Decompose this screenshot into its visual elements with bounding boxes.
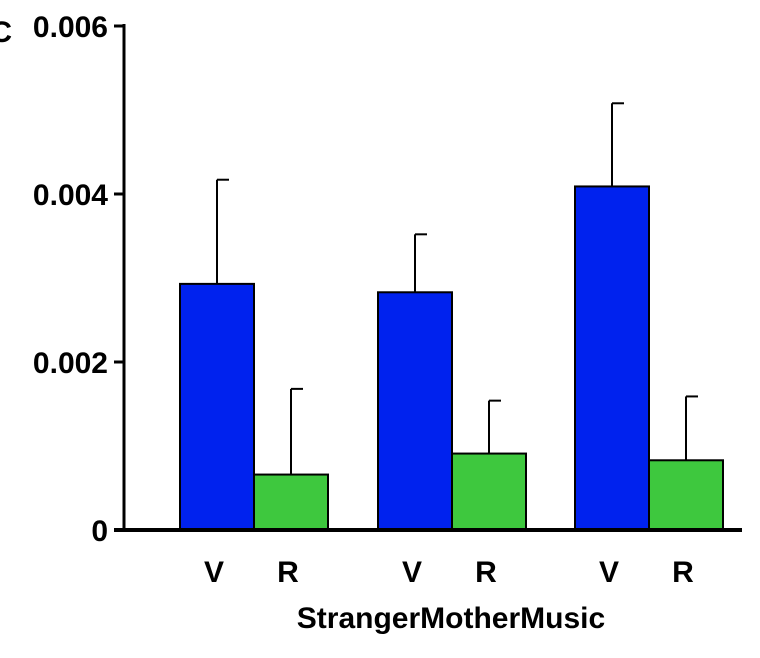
bar-music-v [574, 185, 650, 531]
bar-label: R [475, 556, 497, 589]
error-bars [216, 102, 698, 475]
bar-label: R [277, 556, 299, 589]
group-label: StrangerMotherMusic [297, 602, 605, 635]
bar-label: V [402, 556, 422, 589]
bar-stranger-v [179, 282, 255, 531]
bar-mother-v [377, 291, 453, 531]
bars [179, 185, 724, 531]
bar-stranger-r [253, 473, 329, 531]
panel-letter: C [0, 16, 12, 49]
bar-label: V [599, 556, 619, 589]
y-axis: 0 0.002 0.004 0.006 [33, 11, 126, 548]
bar-label: R [672, 556, 694, 589]
y-tick-label: 0.002 [33, 347, 108, 380]
bar-label: V [204, 556, 224, 589]
bar-music-r [648, 459, 724, 531]
y-tick-label: 0.004 [33, 179, 108, 212]
bar-mother-r [451, 452, 527, 531]
y-tick-label: 0.006 [33, 11, 108, 44]
y-tick-label: 0 [91, 515, 108, 548]
